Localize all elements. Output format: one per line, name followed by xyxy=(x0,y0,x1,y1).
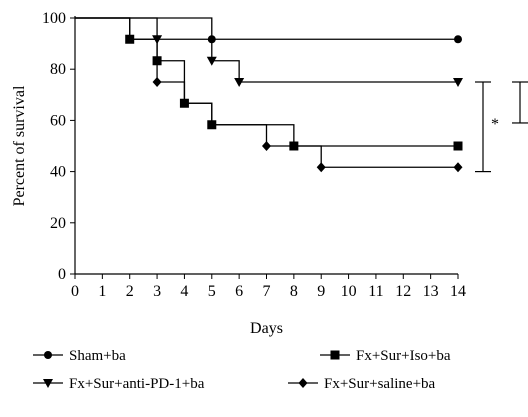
x-tick-label: 2 xyxy=(126,283,134,300)
series-group xyxy=(75,18,463,172)
legend-marker xyxy=(299,378,308,388)
x-tick-label: 4 xyxy=(180,283,188,300)
significance-bracket: * xyxy=(475,82,499,172)
x-ticks: 0 1 2 3 4 5 6 7 8 9 10 11 12 13 14 xyxy=(71,274,466,300)
significance-label: * xyxy=(491,116,499,133)
significance-annotations: * xyxy=(475,82,528,172)
x-tick-label: 0 xyxy=(71,283,79,300)
legend-marker xyxy=(331,351,340,360)
legend-item-1: Sham+ba xyxy=(33,348,126,364)
data-point xyxy=(317,162,326,172)
data-point xyxy=(262,141,271,151)
x-axis-title: Days xyxy=(250,320,283,337)
series-2 xyxy=(75,18,463,151)
x-tick-label: 5 xyxy=(208,283,216,300)
x-tick-label: 12 xyxy=(395,283,411,300)
significance-bracket xyxy=(512,82,528,123)
x-tick-label: 10 xyxy=(341,283,357,300)
y-tick-label: 20 xyxy=(50,215,66,232)
legend-item-4: Fx+Sur+saline+ba xyxy=(288,376,436,392)
y-tick-label: 80 xyxy=(50,61,66,78)
legend-item-2: Fx+Sur+Iso+ba xyxy=(320,348,451,364)
y-ticks: 0 20 40 60 80 100 xyxy=(42,10,75,283)
y-axis-title: Percent of survival xyxy=(11,85,28,206)
x-tick-label: 13 xyxy=(423,283,439,300)
x-tick-label: 8 xyxy=(290,283,298,300)
data-point xyxy=(454,142,463,151)
y-tick-label: 40 xyxy=(50,164,66,181)
legend-label: Sham+ba xyxy=(69,348,126,364)
legend-label: Fx+Sur+Iso+ba xyxy=(356,348,451,364)
y-tick-label: 60 xyxy=(50,112,66,129)
legend-label: Fx+Sur+anti-PD-1+ba xyxy=(69,376,205,392)
x-tick-label: 11 xyxy=(368,283,383,300)
x-tick-label: 9 xyxy=(317,283,325,300)
series-3 xyxy=(75,18,463,87)
series-line xyxy=(75,18,458,82)
x-tick-label: 14 xyxy=(450,283,466,300)
y-tick-label: 0 xyxy=(58,266,66,283)
legend-label: Fx+Sur+saline+ba xyxy=(324,376,436,392)
data-point xyxy=(454,162,463,172)
legend-item-3: Fx+Sur+anti-PD-1+ba xyxy=(33,376,205,392)
data-point xyxy=(153,77,162,87)
legend-marker xyxy=(44,351,52,359)
x-tick-label: 7 xyxy=(263,283,271,300)
y-tick-label: 100 xyxy=(42,10,66,27)
data-point xyxy=(454,35,462,43)
x-tick-label: 6 xyxy=(235,283,243,300)
legend: Sham+ba Fx+Sur+Iso+ba Fx+Sur+anti-PD-1+ba F… xyxy=(33,348,451,392)
x-tick-label: 1 xyxy=(98,283,106,300)
x-tick-label: 3 xyxy=(153,283,161,300)
